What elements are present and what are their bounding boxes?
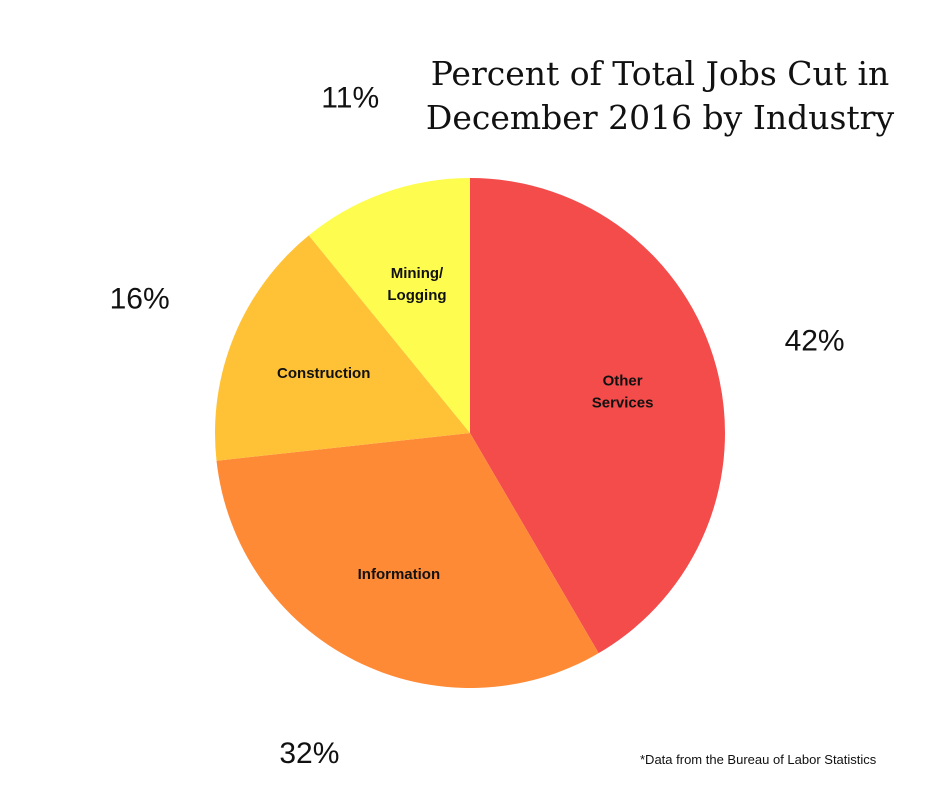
slice-labels: Other Services Information Construction Mini… [277, 265, 653, 583]
slice-label-information: Information [358, 566, 441, 583]
slice-label-line: Services [592, 395, 654, 412]
pie-slices [215, 178, 726, 688]
percent-label-mining-logging: 11% [321, 82, 379, 115]
slice-label-construction: Construction [277, 365, 370, 382]
slice-label-line: Logging [387, 287, 446, 304]
percent-label-construction: 16% [110, 283, 170, 316]
pie-slice-information [216, 433, 599, 688]
chart-title-line-2: December 2016 by Industry [425, 98, 895, 137]
percent-label-other-services: 42% [785, 325, 845, 358]
pie-slice-construction [215, 235, 470, 461]
slice-label-line: Information [358, 566, 441, 583]
slice-label-mining-logging: Mining/Logging [387, 265, 446, 304]
pie-slice-other-services [470, 178, 726, 654]
percent-labels: 42% 32% 16% 11% [110, 82, 845, 770]
slice-label-other-services: Other Services [592, 373, 654, 412]
percent-label-information: 32% [279, 737, 339, 770]
slice-label-line: Other [603, 373, 643, 390]
pie-slice-mining-logging [308, 178, 470, 433]
chart-title: Percent of Total Jobs Cut in December 20… [395, 52, 925, 140]
slice-label-line: Mining/ [391, 265, 444, 282]
slice-label-line: Construction [277, 365, 370, 382]
source-footnote: *Data from the Bureau of Labor Statistic… [640, 752, 877, 767]
chart-title-line-1: Percent of Total Jobs Cut in [430, 54, 890, 93]
